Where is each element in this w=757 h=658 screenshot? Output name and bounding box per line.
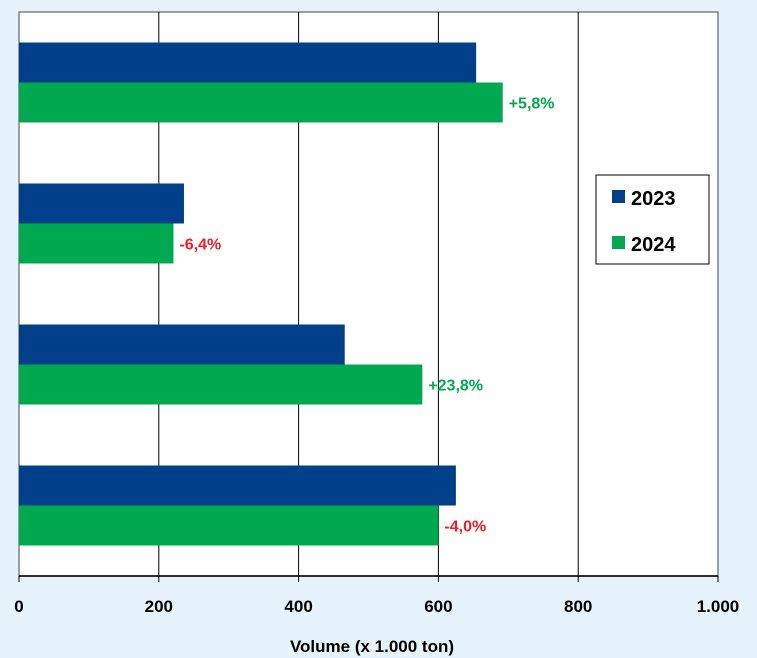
change-label-2: -6,4% xyxy=(179,237,221,254)
bar-2023-4 xyxy=(19,465,456,506)
legend-label-2024: 2024 xyxy=(631,234,676,256)
legend-label-2023: 2023 xyxy=(631,188,676,210)
change-label-3: +23,8% xyxy=(428,378,483,395)
bar-2023-2 xyxy=(19,183,184,224)
bar-2023-3 xyxy=(19,324,345,365)
legend-swatch-2024 xyxy=(612,236,625,249)
x-tick-label: 0 xyxy=(14,597,23,616)
bar-2024-2 xyxy=(19,223,174,264)
x-tick-label: 400 xyxy=(284,597,312,616)
x-axis: 0 200 400 600 800 1.000 xyxy=(14,575,740,616)
legend-box xyxy=(595,174,710,265)
x-axis-title: Volume (x 1.000 ton) xyxy=(290,637,454,656)
x-tick-label: 200 xyxy=(145,597,173,616)
change-label-1: +5,8% xyxy=(509,96,555,113)
change-label-4: -4,0% xyxy=(444,519,486,536)
bar-2024-4 xyxy=(19,505,439,546)
bars xyxy=(19,42,503,546)
bar-2024-1 xyxy=(19,82,503,123)
x-tick-label: 1.000 xyxy=(697,597,740,616)
data-labels: +5,8% -6,4% +23,8% -4,0% xyxy=(179,96,554,536)
bar-2023-1 xyxy=(19,42,477,83)
x-tick-label: 600 xyxy=(424,597,452,616)
x-tick-label: 800 xyxy=(564,597,592,616)
legend-swatch-2023 xyxy=(612,190,625,203)
bar-2024-3 xyxy=(19,364,423,405)
legend: 2023 2024 xyxy=(595,174,710,265)
